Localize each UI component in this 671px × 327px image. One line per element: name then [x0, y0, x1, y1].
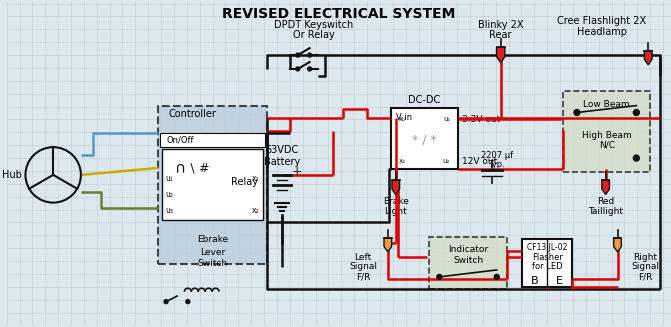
Text: Relay: Relay	[231, 177, 258, 187]
Polygon shape	[384, 238, 392, 252]
Circle shape	[574, 110, 580, 115]
Text: Left: Left	[354, 252, 372, 262]
Circle shape	[633, 155, 639, 161]
Text: Rear: Rear	[489, 30, 512, 40]
Text: * / *: * / *	[412, 134, 437, 147]
Circle shape	[495, 274, 499, 279]
Circle shape	[296, 67, 300, 71]
Text: Indicator: Indicator	[448, 245, 488, 254]
Text: x₁: x₁	[252, 174, 259, 183]
Bar	[563, 91, 650, 172]
Bar	[158, 106, 267, 264]
Text: Signal: Signal	[349, 263, 377, 271]
Bar	[523, 239, 572, 287]
Circle shape	[186, 300, 190, 303]
Text: Signal: Signal	[631, 263, 660, 271]
Text: 3.3V out: 3.3V out	[462, 115, 501, 124]
Text: 12V out: 12V out	[462, 157, 497, 165]
Text: $\cap$: $\cap$	[174, 162, 185, 177]
Bar	[391, 108, 458, 169]
Text: On/Off: On/Off	[166, 136, 193, 145]
Bar	[429, 237, 507, 289]
Text: DC-DC: DC-DC	[409, 95, 441, 105]
Circle shape	[296, 53, 300, 57]
Circle shape	[633, 110, 639, 115]
Text: Switch: Switch	[453, 255, 483, 265]
Circle shape	[307, 53, 311, 57]
Text: Or Relay: Or Relay	[293, 30, 334, 40]
Text: E: E	[556, 276, 562, 286]
Polygon shape	[644, 51, 652, 65]
Circle shape	[307, 67, 311, 71]
Text: Hub: Hub	[1, 170, 21, 180]
Text: B: B	[531, 276, 538, 286]
Text: Low Beam: Low Beam	[583, 100, 630, 109]
Bar	[160, 133, 265, 147]
Circle shape	[437, 274, 442, 279]
Text: Right: Right	[633, 252, 658, 262]
Polygon shape	[614, 238, 621, 252]
Text: Lever: Lever	[200, 248, 225, 257]
Text: Brake: Brake	[383, 197, 409, 206]
Text: Flasher: Flasher	[532, 252, 563, 262]
Text: for LED: for LED	[532, 263, 562, 271]
Text: CF13 JL-02: CF13 JL-02	[527, 243, 568, 252]
Text: +: +	[291, 165, 302, 179]
Text: Blinky 2X: Blinky 2X	[478, 20, 523, 30]
Polygon shape	[497, 47, 505, 62]
Text: x₀: x₀	[399, 116, 405, 122]
Text: REVISED ELECTRICAL SYSTEM: REVISED ELECTRICAL SYSTEM	[221, 7, 455, 21]
Text: F/R: F/R	[356, 272, 370, 281]
Text: V in: V in	[396, 113, 412, 122]
Text: x₂: x₂	[399, 158, 406, 164]
Text: $\setminus$: $\setminus$	[187, 162, 196, 176]
Text: u₁: u₁	[165, 174, 173, 183]
Text: Light: Light	[384, 207, 407, 216]
Text: Typ.: Typ.	[488, 161, 505, 169]
Text: Ebrake: Ebrake	[197, 235, 228, 244]
Text: u₁: u₁	[443, 116, 450, 122]
Text: Taillight: Taillight	[588, 207, 623, 216]
Text: F/R: F/R	[638, 272, 652, 281]
Circle shape	[164, 300, 168, 303]
Text: Controller: Controller	[168, 109, 216, 118]
Text: Headlamp: Headlamp	[576, 27, 627, 37]
Polygon shape	[392, 180, 399, 195]
Text: u₂: u₂	[165, 190, 173, 199]
Text: x₂: x₂	[252, 206, 259, 215]
Text: High Beam
N/C: High Beam N/C	[582, 130, 631, 150]
Text: #: #	[199, 163, 209, 176]
Bar	[162, 149, 263, 220]
Text: Switch: Switch	[197, 260, 227, 268]
Text: Red: Red	[597, 197, 614, 206]
Text: DPDT Keyswitch: DPDT Keyswitch	[274, 20, 353, 30]
Text: u₂: u₂	[443, 158, 450, 164]
Text: 2207 µf: 2207 µf	[480, 151, 513, 160]
Text: Cree Flashlight 2X: Cree Flashlight 2X	[557, 16, 646, 26]
Text: u₃: u₃	[165, 206, 173, 215]
Text: 63VDC: 63VDC	[265, 145, 299, 155]
Text: Battery: Battery	[264, 157, 300, 167]
Polygon shape	[602, 180, 609, 195]
